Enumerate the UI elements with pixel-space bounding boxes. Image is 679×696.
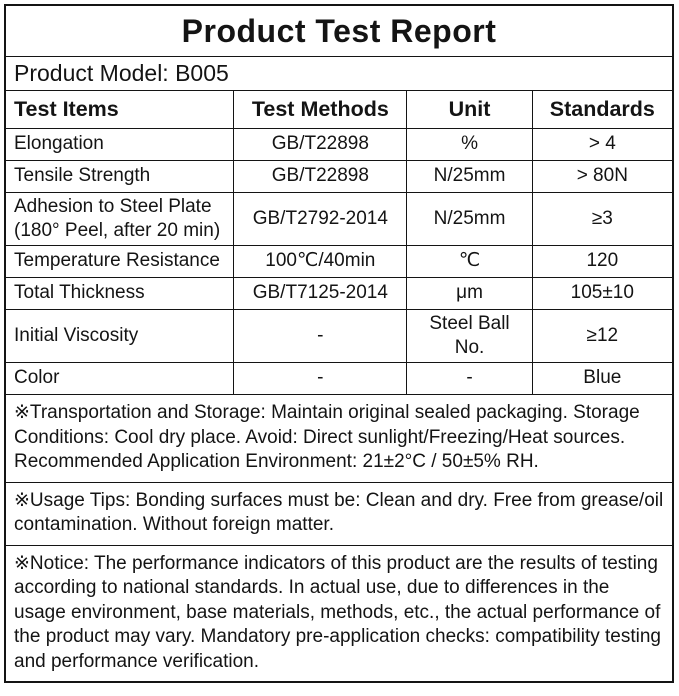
column-header-test-methods: Test Methods [233, 90, 408, 129]
cell-unit: μm [406, 276, 533, 310]
cell-unit: ℃ [406, 244, 533, 278]
cell-standard: Blue [531, 361, 673, 395]
cell-test-item: Adhesion to Steel Plate (180° Peel, afte… [5, 191, 235, 246]
cell-test-method: 100℃/40min [233, 244, 408, 278]
cell-standard: ≥12 [531, 308, 673, 363]
table-row: Elongation GB/T22898 % > 4 [5, 127, 673, 161]
note-transportation-and-storage: ※Transportation and Storage: Maintain or… [6, 394, 672, 482]
table-row: Total Thickness GB/T7125-2014 μm 105±10 [5, 276, 673, 310]
cell-test-item: Temperature Resistance [5, 244, 235, 278]
note-notice: ※Notice: The performance indicators of t… [6, 544, 672, 682]
column-header-test-items: Test Items [5, 90, 235, 129]
table-body: Elongation GB/T22898 % > 4 Tensile Stren… [5, 127, 673, 395]
note-usage-tips: ※Usage Tips: Bonding surfaces must be: C… [6, 481, 672, 545]
cell-test-method: GB/T7125-2014 [233, 276, 408, 310]
product-test-report-sheet: Product Test Report Product Model: B005 … [4, 4, 674, 683]
cell-standard: 120 [531, 244, 673, 278]
cell-standard: > 4 [531, 127, 673, 161]
cell-test-item: Color [5, 361, 235, 395]
cell-test-method: - [233, 308, 408, 363]
cell-test-method: GB/T22898 [233, 127, 408, 161]
cell-test-method: GB/T22898 [233, 159, 408, 193]
column-header-unit: Unit [406, 90, 533, 129]
table-header-row: Test Items Test Methods Unit Standards [5, 90, 673, 129]
cell-test-item: Tensile Strength [5, 159, 235, 193]
table-row: Temperature Resistance 100℃/40min ℃ 120 [5, 244, 673, 278]
test-results-table: Test Items Test Methods Unit Standards E… [5, 90, 673, 395]
table-row: Tensile Strength GB/T22898 N/25mm > 80N [5, 159, 673, 193]
cell-unit: N/25mm [406, 191, 533, 246]
table-row: Initial Viscosity - Steel Ball No. ≥12 [5, 308, 673, 363]
product-model-line: Product Model: B005 [6, 57, 672, 91]
table-row: Color - - Blue [5, 361, 673, 395]
column-header-standards: Standards [531, 90, 673, 129]
cell-test-item: Total Thickness [5, 276, 235, 310]
cell-standard: ≥3 [531, 191, 673, 246]
table-row: Adhesion to Steel Plate (180° Peel, afte… [5, 191, 673, 246]
cell-test-item: Elongation [5, 127, 235, 161]
cell-test-method: - [233, 361, 408, 395]
cell-unit: Steel Ball No. [406, 308, 533, 363]
cell-unit: - [406, 361, 533, 395]
cell-test-item: Initial Viscosity [5, 308, 235, 363]
cell-unit: N/25mm [406, 159, 533, 193]
cell-standard: > 80N [531, 159, 673, 193]
cell-test-method: GB/T2792-2014 [233, 191, 408, 246]
cell-unit: % [406, 127, 533, 161]
report-title: Product Test Report [6, 6, 672, 57]
cell-standard: 105±10 [531, 276, 673, 310]
